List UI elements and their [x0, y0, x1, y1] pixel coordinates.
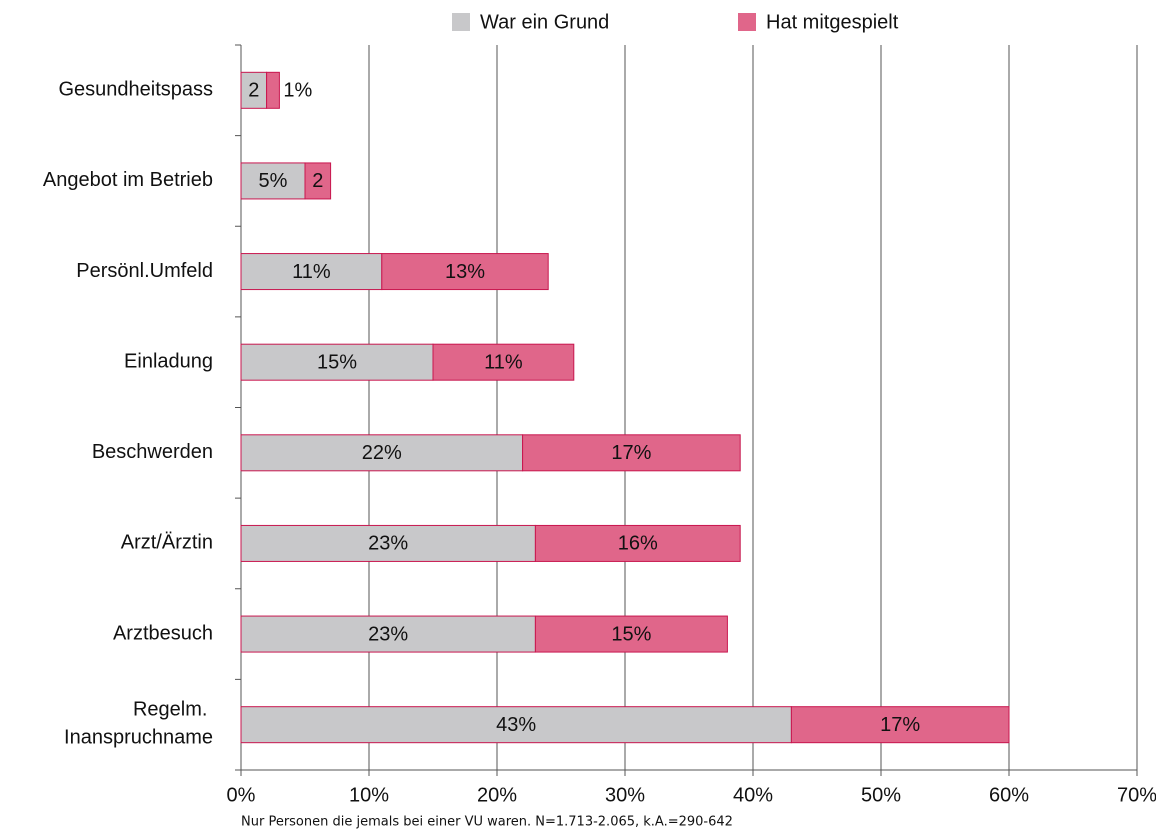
bar-label: 15%: [317, 351, 357, 373]
legend-label: Hat mitgespielt: [766, 11, 899, 33]
x-tick-label: 0%: [227, 784, 256, 806]
x-tick-label: 60%: [989, 784, 1029, 806]
y-tick-label: Regelm. Inanspruchname: [64, 699, 213, 749]
bar-segment: [432, 343, 575, 381]
bar-label: 11%: [484, 351, 523, 373]
y-tick-label: Angebot im Betrieb: [43, 169, 213, 191]
bar-label: 1%: [283, 80, 312, 102]
x-tick-label: 30%: [605, 784, 645, 806]
legend-label: War ein Grund: [480, 11, 609, 33]
bar-label: 15%: [611, 623, 651, 645]
bar-segment: [240, 162, 306, 200]
bar-segment: [790, 706, 1010, 744]
bar-label: 2: [248, 80, 259, 102]
x-tick-label: 20%: [477, 784, 517, 806]
bar-segment: [240, 343, 434, 381]
bar-segment: [240, 253, 383, 291]
bar-segment: [304, 162, 332, 200]
x-tick-label: 70%: [1117, 784, 1156, 806]
bar-label: 13%: [445, 261, 485, 283]
bar-label: 22%: [362, 442, 402, 464]
bar-segment: [534, 524, 741, 562]
x-tick-label: 10%: [349, 784, 389, 806]
bar-label: 23%: [368, 623, 408, 645]
bar-segment: [240, 524, 536, 562]
x-tick-label: 50%: [861, 784, 901, 806]
bar-segment: [266, 71, 280, 109]
bar-label: 17%: [880, 714, 920, 736]
y-tick-label: Gesundheitspass: [58, 79, 213, 101]
y-tick-label: Persönl.Umfeld: [76, 260, 213, 282]
y-tick-label: Beschwerden: [92, 441, 213, 463]
legend-swatch: [738, 13, 756, 31]
bar-segment: [240, 71, 268, 109]
bar-label: 5%: [259, 170, 288, 192]
bar-label: 16%: [618, 533, 658, 555]
y-tick-label: Arzt/Ärztin: [121, 532, 213, 554]
bar-label: 2: [312, 170, 323, 192]
bar-segment: [240, 434, 524, 472]
y-tick-label: Arztbesuch: [113, 622, 213, 644]
bar-label: 23%: [368, 533, 408, 555]
bar-segment: [240, 706, 792, 744]
bar-label: 11%: [292, 261, 331, 283]
bar-label: 43%: [496, 714, 536, 736]
x-tick-label: 40%: [733, 784, 773, 806]
bar-label: 17%: [611, 442, 651, 464]
footnote: Nur Personen die jemals bei einer VU war…: [241, 815, 733, 830]
y-tick-label: Einladung: [124, 350, 213, 372]
bar-segment: [240, 615, 536, 653]
legend-swatch: [452, 13, 470, 31]
bar-segment: [534, 615, 728, 653]
bar-segment: [381, 253, 549, 291]
bar-segment: [522, 434, 741, 472]
